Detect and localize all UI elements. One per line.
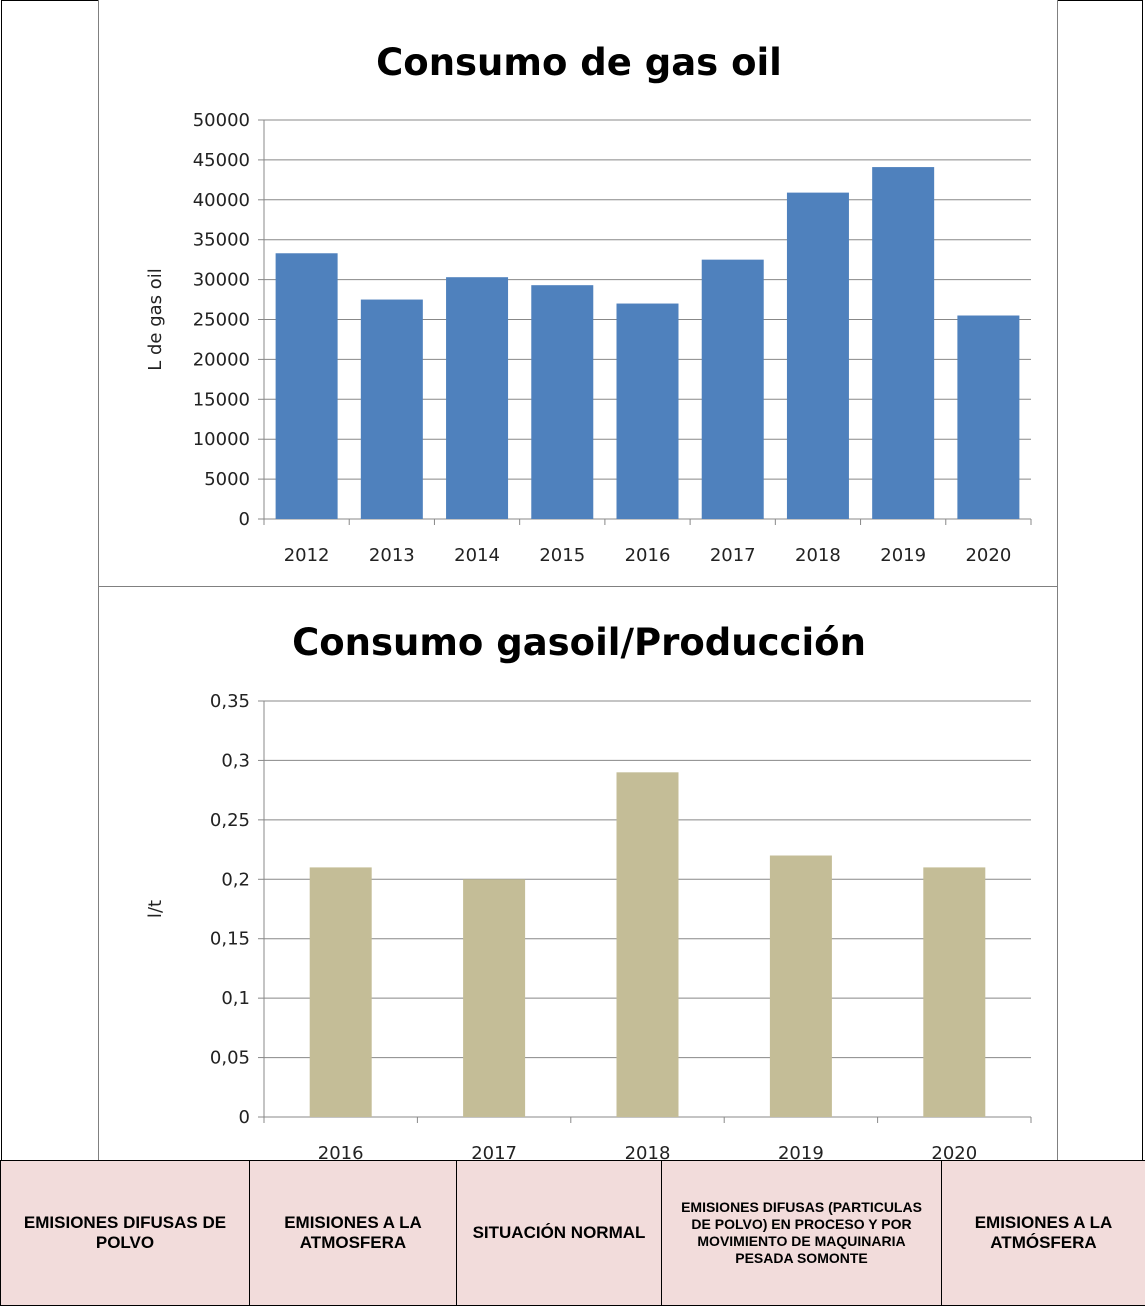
x-tick-label: 2020 xyxy=(965,545,1011,566)
x-tick-label: 2012 xyxy=(284,545,330,566)
y-tick-label: 0,2 xyxy=(221,869,250,890)
x-tick-label: 2015 xyxy=(539,545,585,566)
table-cell-situation: SITUACIÓN NORMAL xyxy=(456,1160,662,1306)
x-tick-label: 2017 xyxy=(471,1143,517,1163)
bar-2020 xyxy=(957,315,1020,519)
y-tick-label: 5000 xyxy=(204,469,250,490)
table-cell-focus: EMISIONES DIFUSAS DE POLVO xyxy=(0,1160,250,1306)
bar-2016 xyxy=(616,303,679,519)
gasoil-production-ratio-svg: Consumo gasoil/Producción 0 0,05 0,1 0,15 0,2… xyxy=(145,621,1032,1163)
x-tick-label: 2014 xyxy=(454,545,500,566)
emissions-table: EMISIONES DIFUSAS DE POLVO EMISIONES A L… xyxy=(0,1160,1145,1306)
y-axis-label: L de gas oil xyxy=(145,268,166,371)
x-tick-label: 2016 xyxy=(625,545,671,566)
x-tick-label: 2019 xyxy=(880,545,926,566)
y-tick-label: 0,05 xyxy=(210,1048,250,1069)
y-tick-label: 40000 xyxy=(193,190,250,211)
x-tick-label: 2013 xyxy=(369,545,415,566)
bar-2020 xyxy=(923,867,986,1117)
gasoil-consumption-svg: Consumo de gas oil 0 5000 10000 15000 20000 25… xyxy=(145,41,1032,566)
table-cell-impact: EMISIONES A LA ATMÓSFERA xyxy=(941,1160,1145,1306)
gasoil-consumption-chart: Consumo de gas oil 0 5000 10000 15000 20000 25… xyxy=(98,0,1058,587)
y-tick-label: 45000 xyxy=(193,150,250,171)
bar-2018 xyxy=(616,772,679,1117)
x-tick-label: 2016 xyxy=(318,1143,364,1163)
y-tick-label: 20000 xyxy=(193,349,250,370)
y-tick-label: 0 xyxy=(239,509,250,530)
y-tick-label: 10000 xyxy=(193,429,250,450)
y-tick-label: 50000 xyxy=(193,110,250,131)
table-cell-description: EMISIONES DIFUSAS (PARTICULAS DE POLVO) … xyxy=(661,1160,942,1306)
bar-2018 xyxy=(786,192,849,520)
y-tick-label: 0 xyxy=(239,1107,250,1128)
y-axis-label: l/t xyxy=(145,900,166,918)
bar-2017 xyxy=(701,259,764,519)
y-tick-label: 30000 xyxy=(193,270,250,291)
bar-2016 xyxy=(309,867,372,1117)
gasoil-production-ratio-chart: Consumo gasoil/Producción 0 0,05 0,1 0,15 0,2… xyxy=(98,586,1058,1163)
x-tick-label: 2017 xyxy=(710,545,756,566)
bar-2014 xyxy=(446,277,509,519)
bar-2015 xyxy=(531,285,594,519)
y-tick-label: 15000 xyxy=(193,389,250,410)
x-tick-label: 2019 xyxy=(778,1143,824,1163)
y-tick-label: 0,25 xyxy=(210,810,250,831)
x-tick-label: 2018 xyxy=(795,545,841,566)
x-tick-label: 2020 xyxy=(931,1143,977,1163)
y-tick-label: 35000 xyxy=(193,230,250,251)
bar-2017 xyxy=(463,879,526,1117)
bar-2019 xyxy=(872,167,935,519)
table-row: EMISIONES DIFUSAS DE POLVO EMISIONES A L… xyxy=(0,1160,1145,1306)
chart-title: Consumo gasoil/Producción xyxy=(292,621,866,664)
bar-2019 xyxy=(769,855,832,1117)
x-tick-label: 2018 xyxy=(625,1143,671,1163)
y-tick-label: 0,35 xyxy=(210,691,250,712)
table-cell-aspect: EMISIONES A LA ATMOSFERA xyxy=(249,1160,457,1306)
bar-2013 xyxy=(360,299,423,519)
y-tick-label: 25000 xyxy=(193,310,250,331)
y-tick-label: 0,3 xyxy=(221,750,250,771)
y-tick-label: 0,15 xyxy=(210,929,250,950)
chart-title: Consumo de gas oil xyxy=(376,41,782,84)
y-tick-label: 0,1 xyxy=(221,988,250,1009)
bar-2012 xyxy=(275,253,338,520)
